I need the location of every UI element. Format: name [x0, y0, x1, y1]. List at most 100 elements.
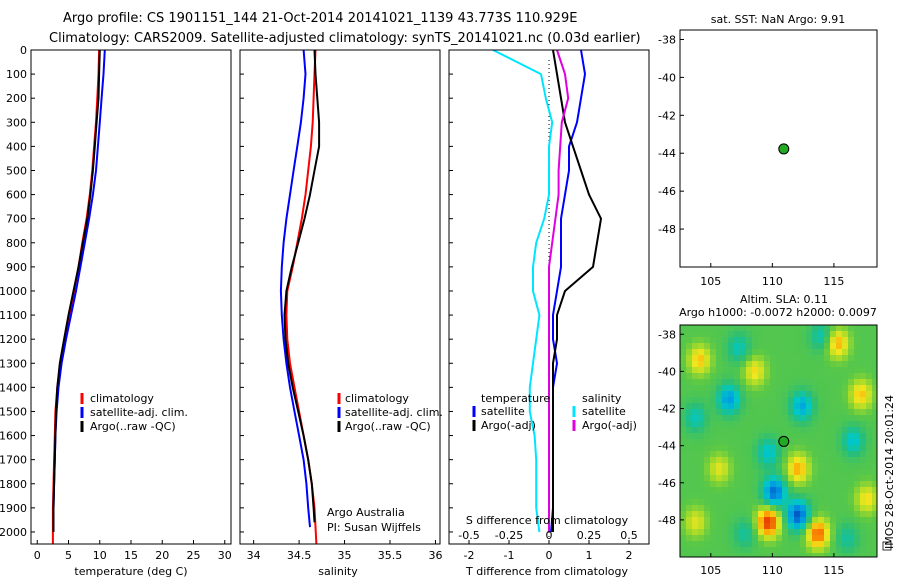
heatmap-cell — [854, 499, 861, 506]
heatmap-cell — [686, 499, 693, 506]
heatmap-cell — [716, 427, 723, 434]
heatmap-cell — [716, 421, 723, 428]
heatmap-cell — [806, 415, 813, 422]
heatmap-cell — [866, 475, 873, 482]
heatmap-cell — [776, 397, 783, 404]
heatmap-cell — [710, 403, 717, 410]
heatmap-cell — [704, 379, 711, 386]
heatmap-cell — [758, 325, 765, 332]
heatmap-cell — [692, 541, 699, 548]
heatmap-cell — [854, 325, 861, 332]
heatmap-cell — [872, 325, 877, 332]
heatmap-cell — [716, 475, 723, 482]
heatmap-cell — [770, 373, 777, 380]
series-climatology — [51, 50, 101, 544]
heatmap-cell — [704, 355, 711, 362]
heatmap-cell — [860, 493, 867, 500]
depth-tick-label: 1400 — [0, 381, 27, 394]
depth-tick-label: 0 — [20, 44, 27, 57]
heatmap-cell — [818, 529, 825, 536]
heatmap-cell — [830, 469, 837, 476]
heatmap-cell — [728, 463, 735, 470]
heatmap-cell — [794, 427, 801, 434]
float-markers — [778, 143, 790, 447]
heatmap-cell — [770, 379, 777, 386]
heatmap-cell — [848, 391, 855, 398]
heatmap-cell — [704, 391, 711, 398]
heatmap-cell — [710, 475, 717, 482]
heatmap-cell — [776, 529, 783, 536]
heatmap-cell — [854, 547, 861, 554]
legend-label-climatology: climatology — [345, 392, 409, 405]
heatmap-cell — [854, 433, 861, 440]
heatmap-cell — [758, 469, 765, 476]
heatmap-cell — [692, 457, 699, 464]
heatmap-cell — [686, 379, 693, 386]
heatmap-cell — [794, 445, 801, 452]
heatmap-cell — [848, 535, 855, 542]
heatmap-cell — [692, 439, 699, 446]
heatmap-cell — [842, 439, 849, 446]
heatmap-cell — [680, 427, 687, 434]
heatmap-cell — [692, 367, 699, 374]
heatmap-cell — [776, 517, 783, 524]
heatmap-cell — [830, 517, 837, 524]
heatmap-cell — [758, 331, 765, 338]
heatmap-cell — [824, 493, 831, 500]
heatmap-cell — [680, 385, 687, 392]
heatmap-cell — [752, 457, 759, 464]
heatmap-cell — [692, 487, 699, 494]
heatmap-cell — [806, 463, 813, 470]
heatmap-cell — [716, 379, 723, 386]
heatmap-cell — [830, 427, 837, 434]
heatmap-cell — [854, 349, 861, 356]
heatmap-cell — [806, 397, 813, 404]
heatmap-cell — [698, 415, 705, 422]
heatmap-cell — [746, 481, 753, 488]
heatmap-cell — [848, 469, 855, 476]
heatmap-cell — [818, 481, 825, 488]
heatmap-cell — [746, 349, 753, 356]
heatmap-cell — [770, 493, 777, 500]
heatmap-cell — [860, 331, 867, 338]
heatmap-cell — [722, 499, 729, 506]
heatmap-cell — [716, 373, 723, 380]
heatmap-cell — [758, 523, 765, 530]
heatmap-cell — [800, 445, 807, 452]
heatmap-cell — [848, 511, 855, 518]
heatmap-cell — [818, 361, 825, 368]
heatmap-cell — [770, 457, 777, 464]
heatmap-cell — [752, 445, 759, 452]
heatmap-cell — [728, 367, 735, 374]
heatmap-cell — [818, 325, 825, 332]
heatmap-cell — [728, 505, 735, 512]
heatmap-cell — [740, 475, 747, 482]
heatmap-cell — [722, 553, 729, 557]
heatmap-cell — [716, 331, 723, 338]
heatmap-cell — [866, 529, 873, 536]
heatmap-cell — [704, 325, 711, 332]
x2-tick-label: -0.5 — [458, 529, 479, 542]
heatmap-cell — [818, 331, 825, 338]
heatmap-cell — [710, 445, 717, 452]
heatmap-cell — [752, 343, 759, 350]
heatmap-cell — [836, 553, 843, 557]
heatmap-cell — [836, 541, 843, 548]
heatmap-cell — [806, 499, 813, 506]
heatmap-cell — [776, 433, 783, 440]
depth-tick-label: 1200 — [0, 333, 27, 346]
heatmap-cell — [806, 385, 813, 392]
heatmap-cell — [824, 517, 831, 524]
heatmap-cell — [842, 481, 849, 488]
heatmap-cell — [842, 325, 849, 332]
heatmap-cell — [872, 493, 877, 500]
heatmap-cell — [752, 367, 759, 374]
heatmap-cell — [794, 547, 801, 554]
heatmap-cell — [806, 433, 813, 440]
heatmap-cell — [866, 505, 873, 512]
heatmap-cell — [854, 385, 861, 392]
heatmap-cell — [758, 385, 765, 392]
heatmap-cell — [722, 445, 729, 452]
x2-tick-label: 0.25 — [577, 529, 602, 542]
pi-note: PI: Susan Wijffels — [327, 521, 421, 534]
